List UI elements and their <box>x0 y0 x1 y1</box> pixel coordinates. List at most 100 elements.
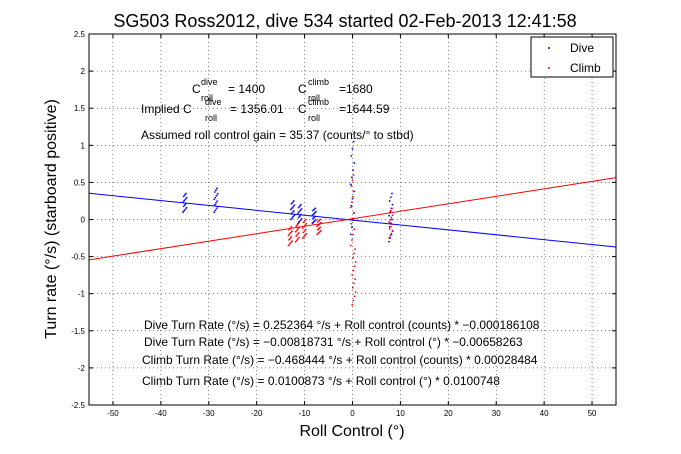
climb-point <box>295 235 298 237</box>
climb-point <box>297 238 299 240</box>
climb-point <box>352 174 355 176</box>
y-tick-label: 0 <box>81 216 86 225</box>
climb-point <box>353 228 356 231</box>
legend-dive-label: Dive <box>570 41 594 55</box>
dive-point <box>352 140 355 143</box>
dive-point <box>352 219 354 221</box>
y-tick-label: -2.5 <box>71 401 85 410</box>
climb-point <box>319 222 322 224</box>
climb-point <box>316 225 319 228</box>
x-tick-label: -40 <box>155 409 167 418</box>
climb-point <box>289 227 292 230</box>
climb-point <box>296 233 299 236</box>
dive-point <box>291 207 293 209</box>
implied-dive-subscript: roll <box>205 113 217 123</box>
dive-point <box>350 204 353 207</box>
climb-point <box>353 295 356 298</box>
fit-equations: Dive Turn Rate (°/s) = 0.252364 °/s + Ro… <box>142 318 540 388</box>
climb-point <box>304 234 307 237</box>
roll-constants-annotation: C dive roll = 1400 C climb roll =1680 Im… <box>141 77 414 142</box>
dive-point <box>182 201 184 203</box>
dive-point <box>300 213 302 216</box>
climb-point <box>290 236 293 238</box>
dive-point <box>312 217 314 220</box>
dive-point <box>297 212 299 215</box>
y-tick-label: -1.5 <box>71 327 85 336</box>
c-dive-symbol: C <box>192 82 201 96</box>
climb-point <box>351 286 354 289</box>
dive-point <box>313 216 316 219</box>
dive-point <box>300 203 302 206</box>
climb-point <box>305 232 308 235</box>
climb-point <box>354 291 357 293</box>
dive-point <box>292 200 295 202</box>
climb-point <box>291 230 293 233</box>
climb-point <box>391 207 393 210</box>
dive-point <box>349 183 352 186</box>
x-tick-label: 50 <box>588 409 597 418</box>
dive-point <box>292 215 295 218</box>
climb-point <box>354 261 357 263</box>
climb-point <box>318 227 320 230</box>
dive-point <box>216 187 219 190</box>
climb-point <box>298 226 301 229</box>
dive-point <box>300 208 303 210</box>
climb-point <box>289 231 292 234</box>
fit-equation-climb-degrees: Climb Turn Rate (°/s) = 0.0100873 °/s + … <box>142 374 500 388</box>
climb-point <box>389 225 392 228</box>
x-tick-label: 20 <box>444 409 453 418</box>
x-tick-label: 30 <box>492 409 501 418</box>
dive-point <box>314 210 317 213</box>
implied-dive-value: = 1356.01 <box>230 102 284 116</box>
implied-climb-superscript: climb <box>308 97 329 107</box>
dive-point <box>353 162 356 164</box>
dive-point <box>388 214 391 217</box>
dive-point <box>298 215 301 217</box>
dive-point <box>313 212 316 214</box>
climb-point <box>390 216 393 219</box>
roll-gain-annotation: Assumed roll control gain = 35.37 (count… <box>141 128 414 142</box>
dive-point <box>351 147 354 150</box>
climb-point <box>350 184 353 187</box>
dive-point <box>351 176 353 179</box>
climb-point <box>388 228 391 230</box>
dive-point <box>300 218 303 220</box>
dive-point <box>291 201 294 204</box>
climb-point <box>354 278 356 281</box>
fit-equation-dive-degrees: Dive Turn Rate (°/s) = −0.00818731 °/s +… <box>144 335 523 349</box>
climb-point <box>316 220 319 223</box>
dive-point <box>183 204 186 206</box>
climb-point <box>351 256 354 259</box>
y-tick-label: -1 <box>78 290 86 299</box>
dive-point <box>391 203 394 206</box>
y-tick-label: 2 <box>81 67 86 76</box>
climb-point <box>391 214 394 217</box>
climb-point <box>353 282 355 285</box>
implied-label: Implied C <box>141 102 192 116</box>
climb-point <box>351 239 353 241</box>
climb-point <box>352 195 354 198</box>
climb-point <box>353 190 356 193</box>
dive-point <box>351 197 354 200</box>
dive-point <box>185 196 188 199</box>
climb-point <box>294 230 297 233</box>
dive-point <box>185 192 187 195</box>
climb-point <box>350 222 353 225</box>
climb-point <box>304 224 307 227</box>
climb-point <box>352 233 354 236</box>
climb-point <box>304 218 307 221</box>
dive-point <box>311 214 314 217</box>
dive-point <box>213 198 216 201</box>
chart-title: SG503 Ross2012, dive 534 started 02-Feb-… <box>113 11 576 31</box>
climb-point <box>353 265 356 268</box>
climb-point <box>317 232 320 235</box>
dive-point <box>182 205 185 208</box>
dive-point <box>350 154 353 157</box>
x-axis-label: Roll Control (°) <box>299 423 404 440</box>
climb-point <box>289 237 292 240</box>
dive-point <box>313 220 316 222</box>
dive-point <box>183 199 186 202</box>
c-climb-subscript: roll <box>308 93 320 103</box>
dive-point <box>184 208 187 211</box>
